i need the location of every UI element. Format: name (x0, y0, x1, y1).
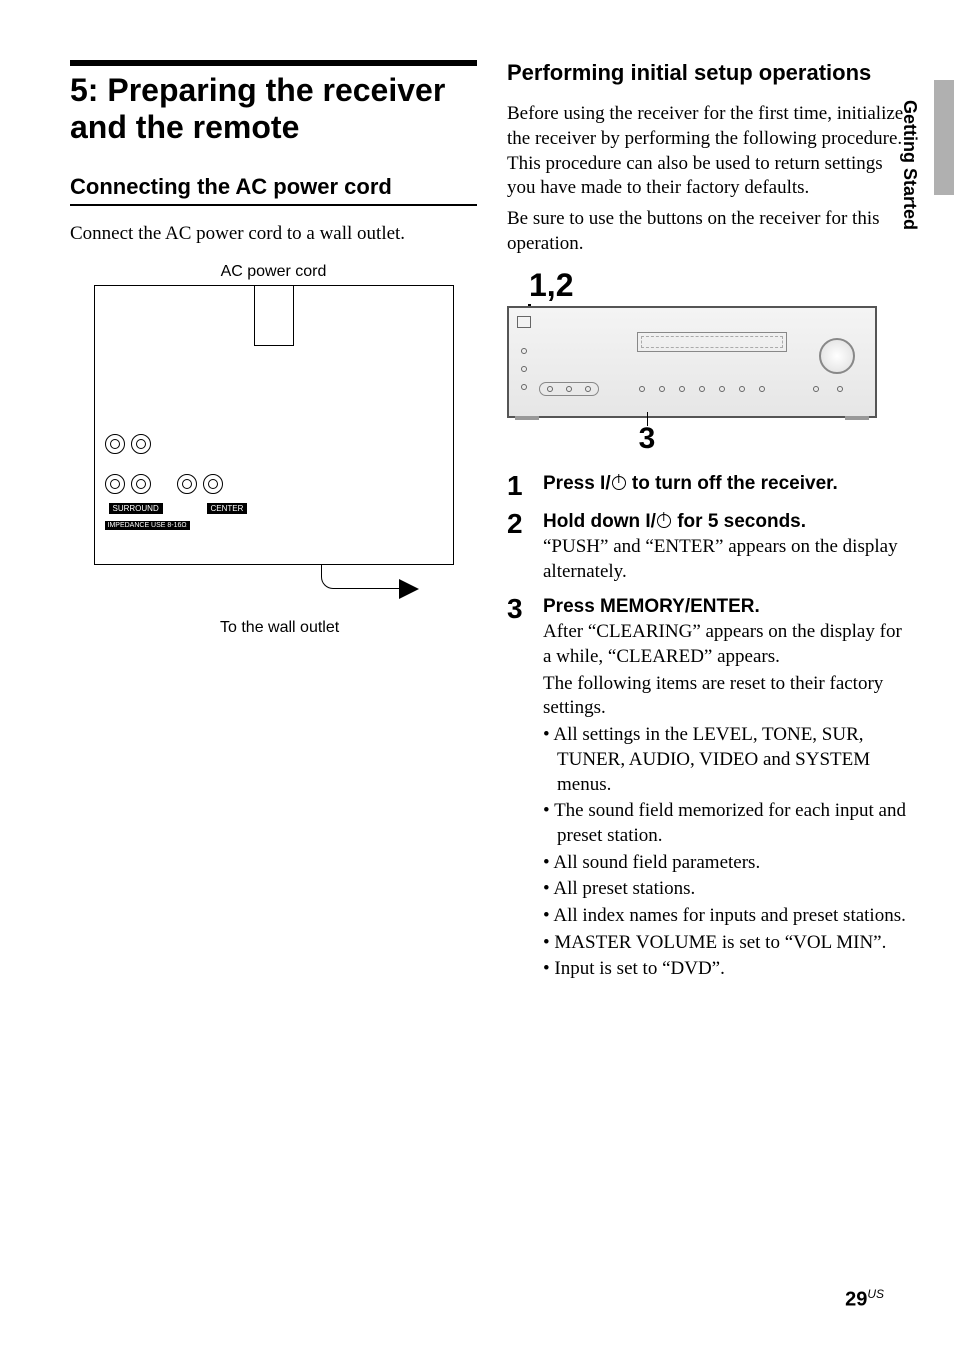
fig2-small-button (521, 348, 527, 354)
left-body: Connect the AC power cord to a wall outl… (70, 222, 477, 247)
left-subheading: Connecting the AC power cord (70, 174, 477, 206)
fig2-small-button (521, 366, 527, 372)
connector-icon (105, 474, 125, 494)
steps-list: 1 Press I/ to turn off the receiver. 2 H… (507, 472, 914, 985)
step-3: 3 Press MEMORY/ENTER. After “CLEARING” a… (507, 595, 914, 984)
connector-icon (105, 434, 125, 454)
step-number: 3 (507, 595, 529, 984)
fig2-button (719, 386, 725, 392)
fig2-small-button (837, 386, 843, 392)
fig2-button (679, 386, 685, 392)
step-text: “PUSH” and “ENTER” appears on the displa… (543, 535, 914, 584)
step-title-io: I/ (645, 511, 656, 532)
page-number-value: 29 (845, 1289, 867, 1311)
fig2-power-button-icon (517, 316, 531, 328)
step-title: Hold down I/ for 5 seconds. (543, 510, 914, 534)
fig1-connectors-row1 (105, 434, 151, 454)
step-1: 1 Press I/ to turn off the receiver. (507, 472, 914, 500)
fig1-label-center: CENTER (207, 503, 248, 514)
right-intro-2: Be sure to use the buttons on the receiv… (507, 207, 914, 256)
right-subheading: Performing initial setup operations (507, 60, 914, 86)
step-title: Press I/ to turn off the receiver. (543, 472, 914, 496)
fig1-caption-top: AC power cord (70, 263, 477, 281)
right-column: Performing initial setup operations Befo… (507, 60, 914, 994)
callout-12: 1,2 (507, 267, 914, 304)
power-icon (612, 476, 626, 490)
fig1-label-impedance: IMPEDANCE USE 8-16Ω (105, 521, 190, 530)
fig1-receiver-back: SURROUND CENTER IMPEDANCE USE 8-16Ω (94, 285, 454, 565)
arrow-right-icon (399, 579, 419, 599)
section-side-label: Getting Started (899, 100, 920, 230)
step-text: After “CLEARING” appears on the display … (543, 620, 914, 669)
fig2-display-screen (637, 332, 787, 352)
fig2-button (759, 386, 765, 392)
fig1-cord-entry (254, 286, 294, 346)
step-body: Press MEMORY/ENTER. After “CLEARING” app… (543, 595, 914, 984)
step-body: Hold down I/ for 5 seconds. “PUSH” and “… (543, 510, 914, 585)
step-2: 2 Hold down I/ for 5 seconds. “PUSH” and… (507, 510, 914, 585)
right-intro-1: Before using the receiver for the first … (507, 102, 914, 201)
list-item: All preset stations. (543, 877, 914, 902)
list-item: All index names for inputs and preset st… (543, 904, 914, 929)
reset-bullet-list: All settings in the LEVEL, TONE, SUR, TU… (543, 723, 914, 982)
page-number-suffix: US (867, 1287, 884, 1301)
list-item: All sound field parameters. (543, 851, 914, 876)
section-tab (934, 80, 954, 195)
callout-3: 3 (507, 422, 914, 458)
fig2-foot (515, 416, 539, 420)
step-title-post: to turn off the receiver. (627, 473, 838, 494)
page-title: 5: Preparing the receiver and the remote (70, 60, 477, 146)
fig1-connectors-row2 (105, 474, 223, 494)
step-title-io: I/ (600, 473, 611, 494)
fig2-small-button (813, 386, 819, 392)
connector-icon (131, 434, 151, 454)
left-column: 5: Preparing the receiver and the remote… (70, 60, 477, 994)
fig2-button-row (639, 386, 765, 392)
step-number: 2 (507, 510, 529, 585)
fig1-label-surround: SURROUND (109, 503, 163, 514)
step-title: Press MEMORY/ENTER. (543, 595, 914, 619)
fig2-button (699, 386, 705, 392)
list-item: The sound field memorized for each input… (543, 799, 914, 848)
step-title-post: for 5 seconds. (672, 511, 806, 532)
fig2-button (659, 386, 665, 392)
fig2-small-button (521, 384, 527, 390)
fig2-receiver-front (507, 306, 877, 418)
fig2-foot (845, 416, 869, 420)
connector-icon (131, 474, 151, 494)
callout-line (647, 412, 648, 426)
connector-icon (177, 474, 197, 494)
fig1-caption-bottom: To the wall outlet (70, 619, 477, 637)
fig2-volume-knob-icon (819, 338, 855, 374)
power-icon (657, 514, 671, 528)
step-body: Press I/ to turn off the receiver. (543, 472, 914, 500)
step-ref-12-label: 1,2 (529, 267, 914, 304)
fig2-button (639, 386, 645, 392)
step-title-pre: Hold down (543, 511, 645, 532)
fig1-cord-out (94, 565, 454, 615)
list-item: Input is set to “DVD”. (543, 957, 914, 982)
list-item: All settings in the LEVEL, TONE, SUR, TU… (543, 723, 914, 797)
step-ref-3-label: 3 (507, 422, 787, 456)
fig1-cord-line (321, 565, 401, 589)
step-title-pre: Press (543, 473, 600, 494)
step-text: The following items are reset to their f… (543, 672, 914, 721)
content-columns: 5: Preparing the receiver and the remote… (70, 60, 914, 994)
fig2-input-jacks (539, 382, 599, 396)
step-number: 1 (507, 472, 529, 500)
connector-icon (203, 474, 223, 494)
fig2-button (739, 386, 745, 392)
list-item: MASTER VOLUME is set to “VOL MIN”. (543, 931, 914, 956)
page-number: 29US (845, 1287, 884, 1312)
